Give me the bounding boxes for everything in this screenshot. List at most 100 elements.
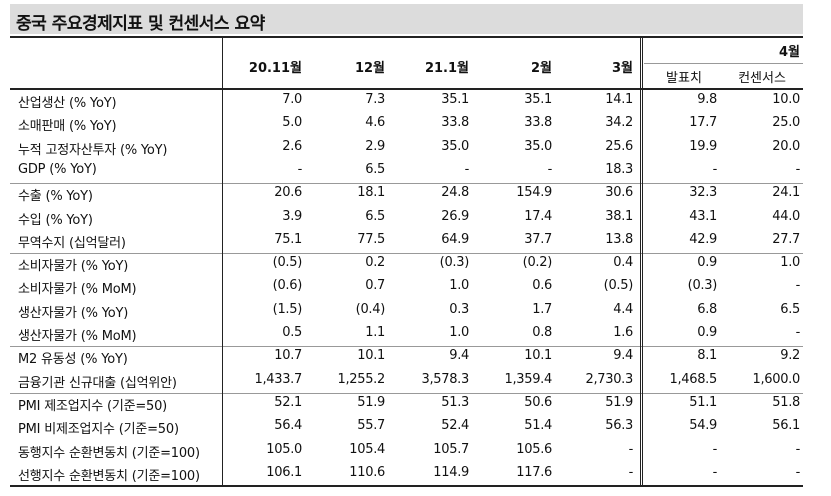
row-label: PMI 제조업지수 (기준=50) [18,399,168,414]
table-cell: 35.1 [524,92,552,107]
table-cell: 51.9 [357,395,385,410]
table-cell: 51.9 [605,395,633,410]
table-cell: 18.1 [357,185,385,200]
table-cell: 117.6 [516,465,552,480]
column-header: 3월 [611,61,633,76]
table-cell: 17.7 [689,115,717,130]
row-label: 산업생산 (% YoY) [18,96,117,111]
row-label: 동행지수 순환변동치 (기준=100) [18,446,200,461]
table-cell: 10.1 [357,348,385,363]
table-cell: 52.1 [274,395,302,410]
table-cell: 154.9 [516,185,552,200]
row-label: 소비자물가 (% MoM) [18,282,137,297]
row-label: 소매판매 (% YoY) [18,119,117,134]
table-cell: 43.1 [689,209,717,224]
table-cell: 9.2 [780,348,800,363]
row-label: 소비자물가 (% YoY) [18,259,129,274]
table-cell: 64.9 [441,232,469,247]
table-cell: 37.7 [524,232,552,247]
table-cell: 105.4 [349,442,385,457]
table-cell: 2,730.3 [585,372,633,387]
table-cell: 18.3 [605,162,633,177]
table-cell: 1,468.5 [669,372,717,387]
table-cell: 35.0 [524,139,552,154]
table-cell: 33.8 [524,115,552,130]
table-cell: (0.5) [272,255,303,270]
table-cell: 0.9 [697,255,717,270]
table-cell: 54.9 [689,418,717,433]
row-label: M2 유동성 (% YoY) [18,352,128,367]
table-cell: - [547,162,553,177]
table-cell: 6.5 [365,162,385,177]
table-cell: - [712,465,718,480]
row-label: 무역수지 (십억달러) [18,236,126,251]
table-cell: 1,433.7 [254,372,302,387]
table-cell: 1.0 [449,278,469,293]
table-cell: 106.1 [266,465,302,480]
table-cell: 0.4 [613,255,633,270]
table-cell: 17.4 [524,209,552,224]
table-cell: 0.9 [697,325,717,340]
table-cell: 0.6 [532,278,552,293]
table-cell: 2.9 [365,139,385,154]
table-cell: - [795,325,801,340]
table-cell: 3.9 [282,209,302,224]
group-divider [10,346,803,347]
table-cell: (0.3) [439,255,470,270]
table-cell: 6.5 [780,302,800,317]
row-label: 금융기관 신규대출 (십억위안) [18,376,177,391]
table-cell: 9.8 [697,92,717,107]
table-cell: 19.9 [689,139,717,154]
table-cell: 10.1 [524,348,552,363]
group-divider [10,253,803,254]
group-divider [10,393,803,394]
table-cell: 1.7 [532,302,552,317]
table-cell: 1.1 [365,325,385,340]
table-cell: 1,359.4 [504,372,552,387]
table-cell: 0.7 [365,278,385,293]
table-cell: - [297,162,303,177]
table-cell: (1.5) [272,302,303,317]
forecast-month-header: 4월 [778,45,800,60]
table-cell: (0.3) [687,278,718,293]
column-header: 20.11월 [248,61,302,76]
table-cell: (0.4) [355,302,386,317]
page-title: 중국 주요경제지표 및 컨센서스 요약 [16,14,265,34]
table-cell: 42.9 [689,232,717,247]
column-header: 2월 [530,61,552,76]
table-cell: 6.5 [365,209,385,224]
table-cell: 20.0 [772,139,800,154]
table-cell: 77.5 [357,232,385,247]
bottom-rule [10,485,803,487]
row-label: PMI 비제조업지수 (기준=50) [18,422,179,437]
table-cell: 105.7 [433,442,469,457]
table-cell: 10.0 [772,92,800,107]
forecast-subheader: 발표치 [666,71,702,86]
table-cell: 105.6 [516,442,552,457]
table-cell: 0.2 [365,255,385,270]
row-label: 생산자물가 (% YoY) [18,306,129,321]
table-cell: - [795,465,801,480]
table-cell: 35.1 [441,92,469,107]
table-cell: 8.1 [697,348,717,363]
table-cell: 105.0 [266,442,302,457]
table-cell: 56.1 [772,418,800,433]
table-cell: 38.1 [605,209,633,224]
table-cell: 56.3 [605,418,633,433]
table-cell: 2.6 [282,139,302,154]
table-cell: - [628,465,634,480]
label-column-divider [222,37,223,485]
table-cell: 114.9 [433,465,469,480]
table-cell: 51.8 [772,395,800,410]
table-cell: 56.4 [274,418,302,433]
table-cell: 34.2 [605,115,633,130]
table-cell: 10.7 [274,348,302,363]
table-cell: 4.6 [365,115,385,130]
table-cell: 1,255.2 [337,372,385,387]
table-cell: 51.3 [441,395,469,410]
table-cell: 50.6 [524,395,552,410]
header-rule [10,88,803,90]
table-cell: 30.6 [605,185,633,200]
table-cell: 1.0 [449,325,469,340]
table-cell: 35.0 [441,139,469,154]
